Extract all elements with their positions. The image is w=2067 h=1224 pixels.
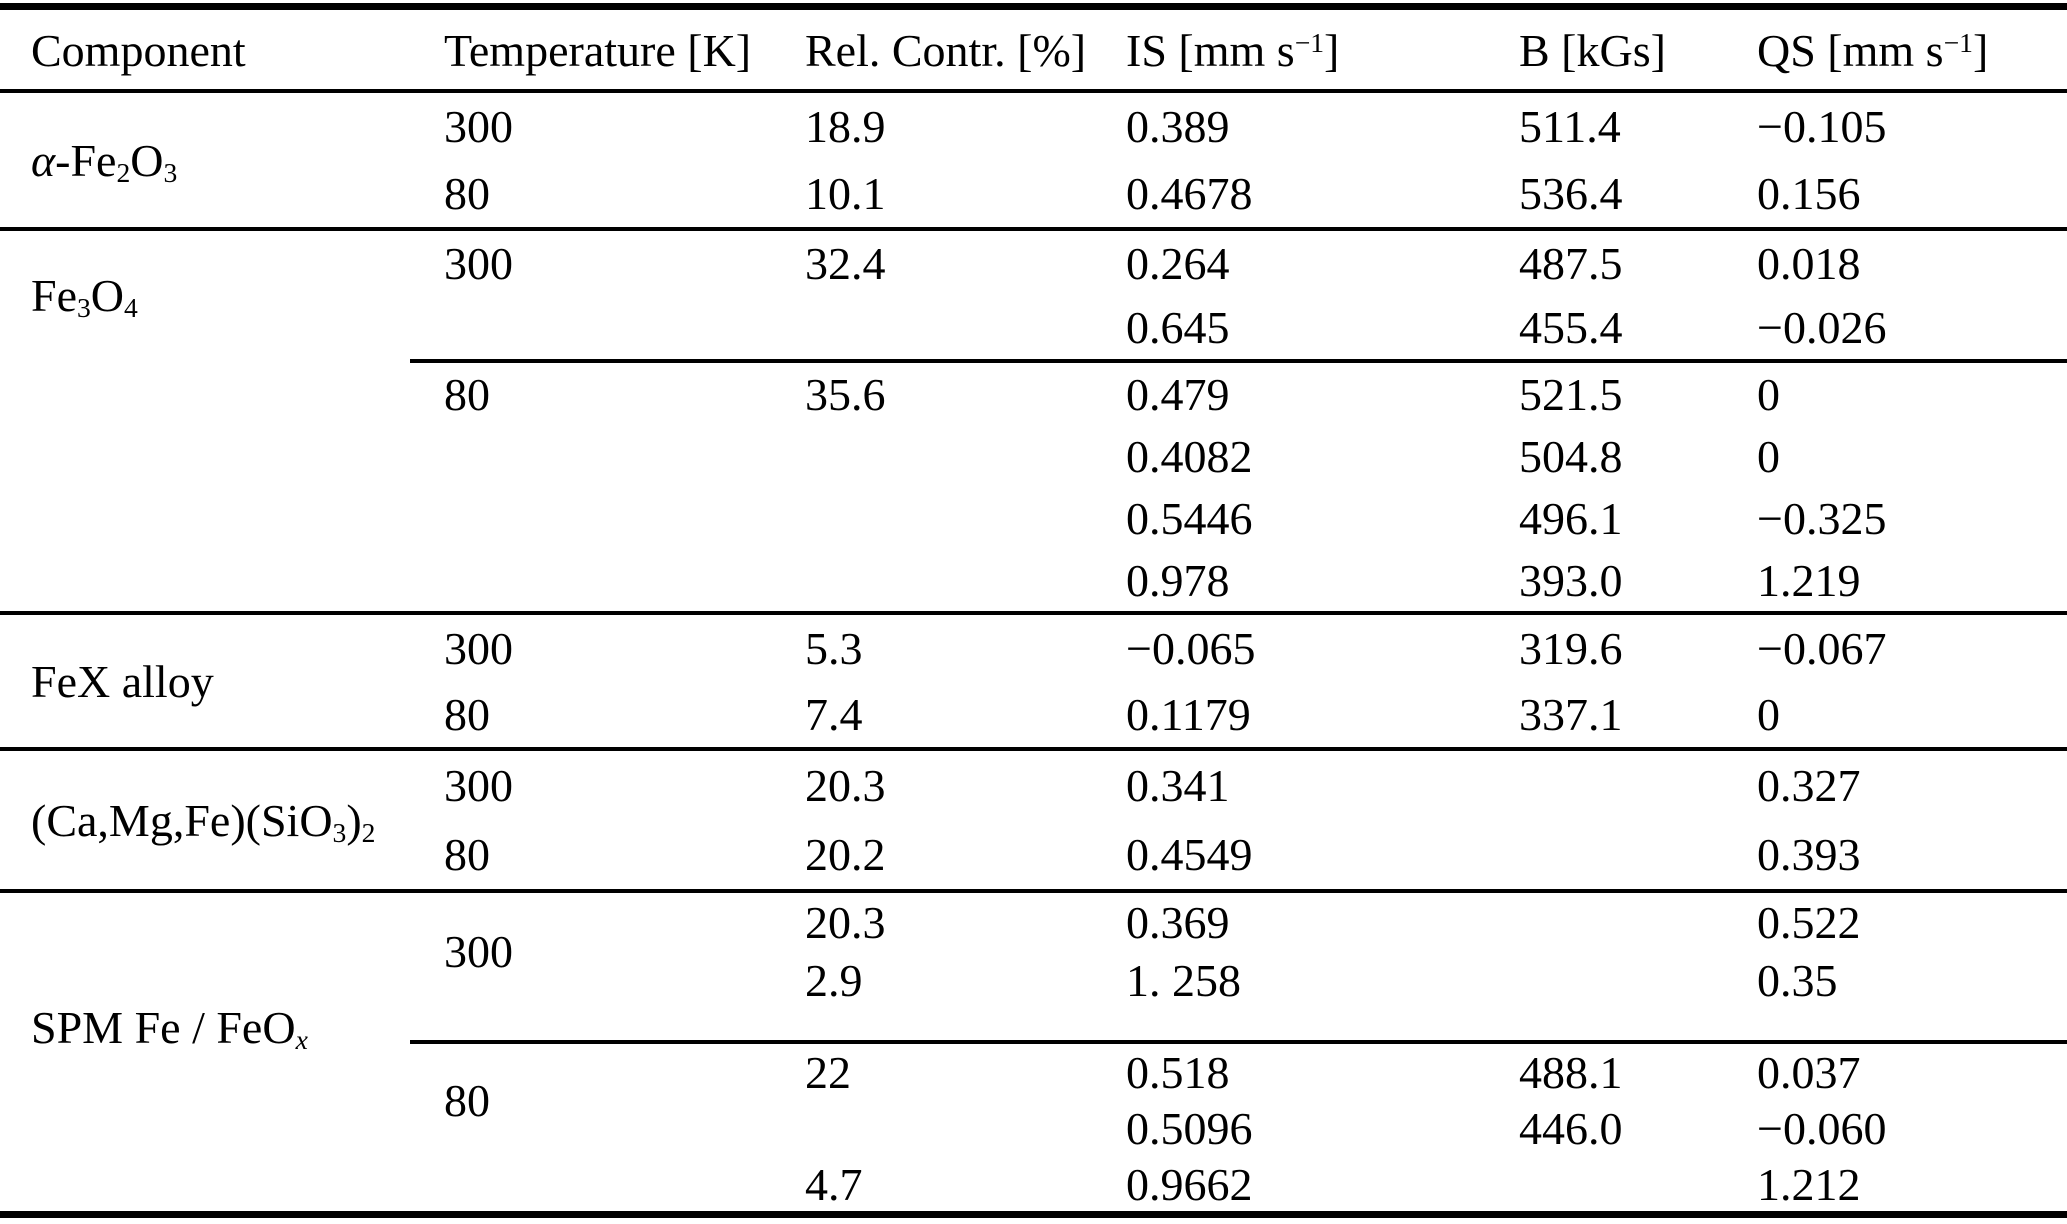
cell-qs: −0.105 [1757, 101, 1887, 152]
cell-rel-contr: 4.7 [805, 1158, 863, 1210]
cell-qs: −0.067 [1757, 622, 1887, 674]
rule-header [0, 89, 2067, 93]
cell-qs: 0.327 [1757, 760, 1861, 811]
cell-qs: 0.35 [1757, 954, 1838, 1006]
section-fex-alloy: FeX alloy 300 5.3 −0.065 319.6 −0.067 80… [0, 615, 2067, 747]
cell-rel-contr: 32.4 [805, 237, 886, 289]
cell-rel-contr: 5.3 [805, 622, 863, 674]
cell-b: 504.8 [1519, 430, 1623, 482]
cell-qs: 0.037 [1757, 1046, 1861, 1098]
cell-qs: 1.219 [1757, 554, 1861, 606]
cell-is: 0.341 [1126, 760, 1230, 811]
cell-is: 0.389 [1126, 101, 1230, 152]
cell-rel-contr: 35.6 [805, 368, 886, 420]
cell-temperature: 300 [444, 760, 513, 811]
cell-is: 0.4678 [1126, 168, 1253, 219]
cell-b: 337.1 [1519, 688, 1623, 740]
col-header-component: Component [31, 24, 246, 76]
cell-b: 393.0 [1519, 554, 1623, 606]
cell-qs: 0 [1757, 688, 1780, 740]
cell-temperature: 80 [444, 829, 490, 880]
cell-b: 511.4 [1519, 101, 1621, 152]
col-header-is: IS [mm s−1] [1126, 24, 1340, 76]
cell-is: 0.1179 [1126, 688, 1251, 740]
cell-temperature: 80 [444, 1074, 490, 1126]
rule-after-fex-alloy [0, 747, 2067, 751]
cell-is: 0.9662 [1126, 1158, 1253, 1210]
component-label: SPM Fe / FeOx [31, 1002, 308, 1056]
cell-temperature: 80 [444, 688, 490, 740]
cell-qs: 0.393 [1757, 829, 1861, 880]
cell-rel-contr: 18.9 [805, 101, 886, 152]
cell-rel-contr: 20.3 [805, 760, 886, 811]
section-alpha-fe2o3: α-Fe2O3 300 18.9 0.389 511.4 −0.105 80 1… [0, 93, 2067, 227]
col-header-rel-contr: Rel. Contr. [%] [805, 24, 1087, 76]
cell-qs: 0.018 [1757, 237, 1861, 289]
cell-qs: 1.212 [1757, 1158, 1861, 1210]
cell-temperature: 80 [444, 168, 490, 219]
cell-rel-contr: 20.2 [805, 829, 886, 880]
rule-top [0, 3, 2067, 10]
cell-b: 487.5 [1519, 237, 1623, 289]
cell-is: 0.5096 [1126, 1102, 1253, 1154]
cell-is: 0.4082 [1126, 430, 1253, 482]
section-spm-300: 300 20.3 0.369 0.522 2.9 1. 258 0.35 [0, 893, 2067, 1040]
cell-temperature: 300 [444, 101, 513, 152]
cell-is: 0.5446 [1126, 492, 1253, 544]
section-fe3o4-300: Fe3O4 300 32.4 0.264 487.5 0.018 0.645 4… [0, 231, 2067, 359]
col-header-qs: QS [mm s−1] [1757, 24, 1989, 76]
cell-is: −0.065 [1126, 622, 1256, 674]
cell-temperature: 80 [444, 368, 490, 420]
section-spm-80: 80 22 0.518 488.1 0.037 0.5096 446.0 −0.… [0, 1044, 2067, 1212]
cell-qs: −0.026 [1757, 301, 1887, 353]
cell-b: 319.6 [1519, 622, 1623, 674]
rule-after-fe3o4 [0, 611, 2067, 615]
cell-rel-contr: 10.1 [805, 168, 886, 219]
cell-rel-contr: 20.3 [805, 896, 886, 948]
section-silicate: (Ca,Mg,Fe)(SiO3)2 300 20.3 0.341 0.327 8… [0, 751, 2067, 889]
cell-temperature: 300 [444, 925, 513, 977]
cell-temperature: 300 [444, 622, 513, 674]
component-label: α-Fe2O3 [31, 134, 178, 188]
cell-b: 446.0 [1519, 1102, 1623, 1154]
cell-b: 455.4 [1519, 301, 1623, 353]
col-header-temperature: Temperature [K] [444, 24, 752, 76]
cell-is: 0.369 [1126, 896, 1230, 948]
header-row: Component Temperature [K] Rel. Contr. [%… [0, 11, 2067, 89]
cell-is: 0.518 [1126, 1046, 1230, 1098]
cell-b: 536.4 [1519, 168, 1623, 219]
component-label: (Ca,Mg,Fe)(SiO3)2 [31, 794, 376, 848]
rule-after-silicate [0, 889, 2067, 893]
cell-qs: 0 [1757, 430, 1780, 482]
col-header-b: B [kGs] [1519, 24, 1666, 76]
rule-spm-split [410, 1040, 2067, 1044]
cell-qs: 0 [1757, 368, 1780, 420]
cell-qs: −0.325 [1757, 492, 1887, 544]
cell-is: 0.479 [1126, 368, 1230, 420]
cell-rel-contr: 7.4 [805, 688, 863, 740]
cell-b: 488.1 [1519, 1046, 1623, 1098]
cell-qs: 0.522 [1757, 896, 1861, 948]
component-label: FeX alloy [31, 655, 214, 707]
cell-qs: −0.060 [1757, 1102, 1887, 1154]
section-fe3o4-80: 80 35.6 0.479 521.5 0 0.4082 504.8 0 0.5… [0, 363, 2067, 611]
cell-is: 0.978 [1126, 554, 1230, 606]
cell-is: 0.4549 [1126, 829, 1253, 880]
cell-is: 0.264 [1126, 237, 1230, 289]
cell-b: 521.5 [1519, 368, 1623, 420]
component-label: Fe3O4 [31, 269, 138, 323]
cell-rel-contr: 2.9 [805, 954, 863, 1006]
cell-is: 1. 258 [1126, 954, 1241, 1006]
cell-temperature: 300 [444, 237, 513, 289]
cell-rel-contr: 22 [805, 1046, 851, 1098]
cell-b: 496.1 [1519, 492, 1623, 544]
cell-qs: 0.156 [1757, 168, 1861, 219]
cell-is: 0.645 [1126, 301, 1230, 353]
rule-fe3o4-split [410, 359, 2067, 363]
rule-bottom [0, 1211, 2067, 1218]
rule-after-alpha-fe2o3 [0, 227, 2067, 231]
